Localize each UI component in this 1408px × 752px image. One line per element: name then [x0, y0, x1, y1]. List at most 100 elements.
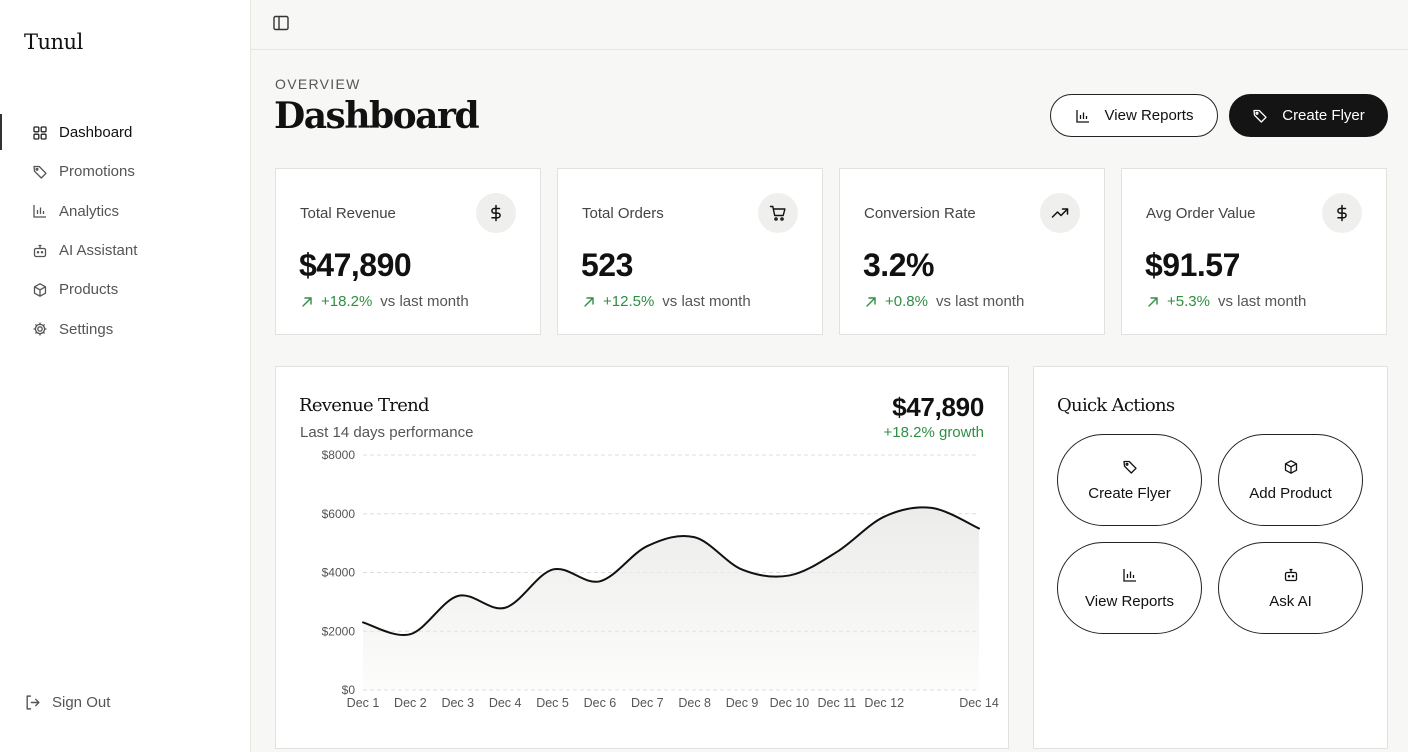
x-tick-label: Dec 11	[818, 696, 857, 710]
y-tick-label: $2000	[322, 624, 356, 638]
data-point	[597, 578, 603, 584]
data-point	[502, 605, 508, 611]
quick-action-label: Create Flyer	[1088, 484, 1171, 502]
x-tick-label: Dec 5	[536, 696, 569, 710]
revenue-trend-card: Revenue Trend Last 14 days performance $…	[275, 366, 1009, 749]
page-overline: OVERVIEW	[275, 76, 361, 92]
arrow-up-right-icon	[584, 296, 594, 307]
data-point	[881, 514, 887, 520]
stat-change-note: vs last month	[380, 293, 469, 310]
quick-action-label: Add Product	[1249, 484, 1332, 502]
data-point	[407, 631, 413, 637]
data-point	[692, 534, 698, 540]
arrow-up-right-icon	[866, 296, 876, 307]
data-point	[834, 549, 840, 555]
top-bar	[251, 0, 1408, 50]
sidebar-item-dashboard[interactable]: Dashboard	[0, 113, 250, 152]
data-point	[929, 505, 935, 511]
x-tick-label: Dec 9	[726, 696, 759, 710]
stat-label: Total Orders	[582, 205, 664, 222]
quick-action-view-reports[interactable]: View Reports	[1057, 542, 1202, 634]
data-point	[976, 525, 982, 531]
cart-icon	[758, 193, 798, 233]
stat-change-note: vs last month	[662, 293, 751, 310]
y-tick-label: $4000	[322, 566, 356, 580]
tag-icon	[33, 165, 47, 179]
sign-out-label: Sign Out	[52, 694, 111, 711]
dollar-icon	[476, 193, 516, 233]
bar-chart-icon	[1075, 109, 1089, 123]
view-reports-label: View Reports	[1104, 107, 1194, 124]
quick-actions-card: Quick Actions Create Flyer Add Product V…	[1033, 366, 1388, 749]
data-point	[360, 619, 366, 625]
chart-total: $47,890	[892, 392, 984, 422]
chart-title: Revenue Trend	[299, 395, 430, 416]
brand-logo[interactable]: Tunul	[24, 30, 83, 54]
sign-out-button[interactable]: Sign Out	[24, 694, 110, 711]
sidebar-item-label: Analytics	[59, 202, 120, 220]
page-title: Dashboard	[274, 95, 480, 137]
stat-card-total-revenue: Total Revenue $47,890 +18.2% vs last mon…	[275, 168, 541, 335]
arrow-up-right-icon	[1148, 296, 1158, 307]
sidebar-item-products[interactable]: Products	[0, 270, 250, 309]
sidebar-item-analytics[interactable]: Analytics	[0, 192, 250, 231]
gear-icon	[33, 322, 47, 336]
quick-action-add-product[interactable]: Add Product	[1218, 434, 1363, 526]
stat-card-conversion-rate: Conversion Rate 3.2% +0.8% vs last month	[839, 168, 1105, 335]
stat-change-note: vs last month	[935, 293, 1025, 310]
data-point	[455, 593, 461, 599]
stat-change-note: vs last month	[1217, 293, 1307, 310]
stat-card-avg-order-value: Avg Order Value $91.57 +5.3% vs last mon…	[1121, 168, 1387, 335]
sidebar-item-label: Dashboard	[59, 124, 133, 142]
y-tick-label: $0	[342, 683, 356, 697]
x-tick-label: Dec 1	[347, 696, 380, 710]
dollar-icon	[1322, 193, 1362, 233]
create-flyer-button[interactable]: Create Flyer	[1229, 94, 1388, 137]
stat-label: Total Revenue	[300, 205, 396, 222]
quick-action-ask-ai[interactable]: Ask AI	[1218, 542, 1363, 634]
stat-label: Avg Order Value	[1146, 205, 1256, 222]
sidebar-item-settings[interactable]: Settings	[0, 309, 250, 348]
create-flyer-label: Create Flyer	[1282, 107, 1365, 124]
stat-value: $47,890	[299, 247, 412, 283]
sidebar-item-label: Promotions	[59, 163, 135, 181]
sidebar-item-label: AI Assistant	[59, 242, 138, 260]
box-icon	[33, 282, 47, 297]
quick-action-label: View Reports	[1085, 592, 1174, 610]
stat-value: 3.2%	[863, 247, 934, 283]
stat-change-value: +18.2%	[321, 293, 373, 310]
view-reports-button[interactable]: View Reports	[1050, 94, 1218, 137]
stat-change-value: +5.3%	[1167, 293, 1210, 310]
stat-value: 523	[581, 247, 633, 283]
box-icon	[1284, 459, 1297, 474]
sidebar-item-promotions[interactable]: Promotions	[0, 152, 250, 191]
quick-action-label: Ask AI	[1269, 592, 1312, 610]
sidebar-item-ai-assistant[interactable]: AI Assistant	[0, 231, 250, 270]
x-tick-label: Dec 3	[441, 696, 474, 710]
grid-icon	[33, 125, 47, 140]
stat-change: +18.2% vs last month	[301, 293, 469, 310]
stat-change: +12.5% vs last month	[583, 293, 751, 310]
x-tick-label: Dec 2	[394, 696, 427, 710]
sidebar-item-label: Products	[59, 281, 119, 299]
stat-card-total-orders: Total Orders 523 +12.5% vs last month	[557, 168, 823, 335]
stat-change: +5.3% vs last month	[1147, 293, 1306, 310]
data-point	[644, 543, 650, 549]
arrow-up-right-icon	[302, 296, 312, 307]
sidebar-item-label: Settings	[59, 320, 114, 338]
sidebar: Tunul Dashboard Promotions Analytics AI …	[0, 0, 251, 752]
x-tick-label: Dec 12	[864, 696, 904, 710]
revenue-area	[363, 507, 979, 690]
x-tick-label: Dec 14	[959, 696, 999, 710]
stat-label: Conversion Rate	[864, 205, 976, 222]
x-tick-label: Dec 6	[584, 696, 617, 710]
x-tick-label: Dec 4	[489, 696, 522, 710]
sidebar-toggle-icon[interactable]	[271, 13, 291, 33]
quick-action-create-flyer[interactable]: Create Flyer	[1057, 434, 1202, 526]
stat-change-value: +12.5%	[603, 293, 655, 310]
stat-change: +0.8% vs last month	[865, 293, 1024, 310]
revenue-chart: $0 $2000 $4000 $6000 $8000 Dec 1 Dec 2 Dec 3 De…	[322, 448, 999, 710]
y-tick-label: $8000	[322, 448, 356, 462]
stat-change-value: +0.8%	[885, 293, 928, 310]
bar-chart-icon	[1122, 568, 1136, 582]
